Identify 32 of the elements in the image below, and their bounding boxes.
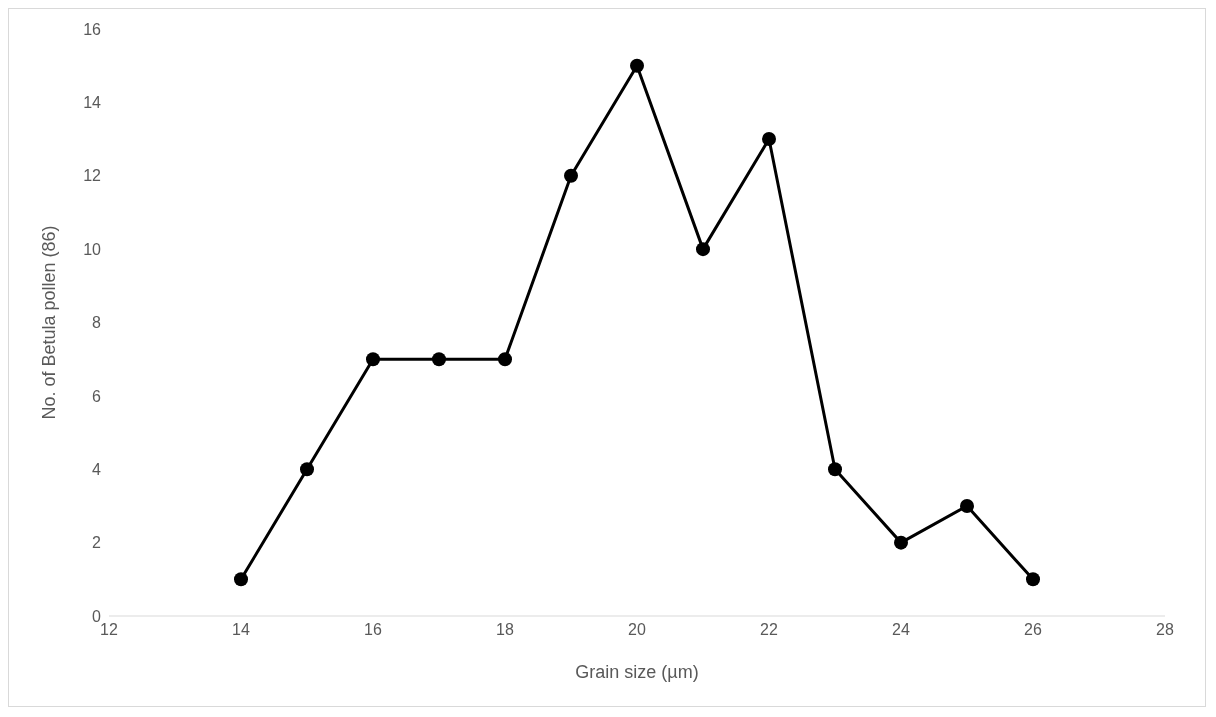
- x-tick-label: 18: [496, 621, 514, 639]
- point: [234, 572, 248, 587]
- point: [630, 58, 644, 73]
- x-tick-label: 14: [232, 621, 250, 639]
- x-tick-label: 26: [1024, 621, 1042, 639]
- y-tick-label: 16: [83, 20, 102, 38]
- point: [564, 168, 578, 183]
- x-tick-label: 28: [1156, 621, 1174, 639]
- x-tick-label: 16: [364, 621, 382, 639]
- x-axis-title: Grain size (µm): [575, 662, 699, 682]
- point: [366, 352, 380, 367]
- y-tick-label: 10: [83, 240, 102, 258]
- point: [762, 132, 776, 147]
- x-tick-label: 20: [628, 621, 646, 639]
- point: [432, 352, 446, 367]
- point: [300, 462, 314, 477]
- point: [498, 352, 512, 367]
- point: [828, 462, 842, 477]
- y-axis-title: No. of Betula pollen (86): [39, 225, 60, 420]
- y-tick-label: 6: [92, 387, 102, 405]
- point: [894, 535, 908, 550]
- point: [1026, 572, 1040, 587]
- y-tick-label: 14: [83, 94, 102, 112]
- y-tick-label: 2: [92, 534, 102, 552]
- y-tick-label: 0: [92, 607, 102, 625]
- y-tick-label: 4: [92, 460, 102, 478]
- point: [696, 242, 710, 257]
- y-tick-label: 8: [92, 314, 102, 332]
- x-tick-label: 24: [892, 621, 910, 639]
- x-tick-label: 22: [760, 621, 778, 639]
- point: [960, 498, 974, 513]
- y-tick-label: 12: [83, 167, 102, 185]
